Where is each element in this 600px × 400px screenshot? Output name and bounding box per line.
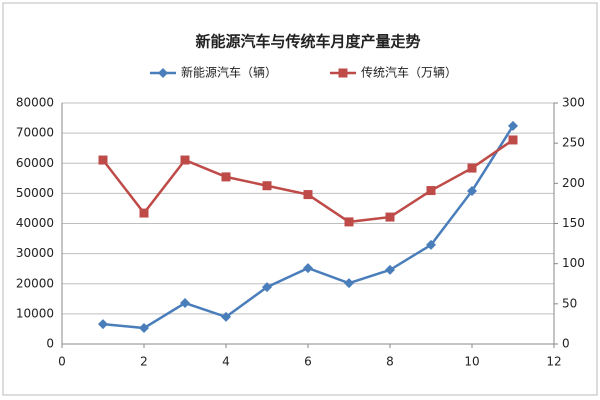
data-point (262, 282, 272, 293)
x-tick-label: 10 (464, 355, 479, 369)
y-tick-label: 20000 (16, 276, 54, 290)
legend-label: 新能源汽车（辆） (181, 65, 277, 80)
y-tick-label: 10000 (16, 306, 54, 320)
y-tick-label: 0 (46, 337, 54, 351)
data-point (344, 217, 354, 227)
data-point (508, 135, 518, 145)
y-tick-label: 80000 (16, 96, 54, 110)
data-point (98, 155, 108, 165)
data-point (426, 186, 436, 196)
data-point (221, 172, 231, 182)
data-point (426, 239, 436, 250)
chart-border (2, 2, 598, 396)
x-tick-label: 4 (222, 355, 230, 369)
data-point (467, 185, 477, 196)
y-tick-label: 40000 (16, 216, 54, 230)
data-point (262, 181, 272, 191)
data-point (180, 155, 190, 165)
legend-marker (158, 68, 168, 78)
legend-label: 传统汽车（万辆） (361, 65, 457, 80)
data-point (467, 163, 477, 173)
data-point (385, 264, 395, 275)
x-tick-label: 8 (386, 355, 394, 369)
y-tick-label: 60000 (16, 156, 54, 170)
data-point (180, 298, 190, 309)
y-tick-label: 30000 (16, 246, 54, 260)
y-tick-label: 70000 (16, 126, 54, 140)
y2-tick-label: 100 (562, 256, 585, 270)
data-point (385, 212, 395, 222)
data-point (221, 311, 231, 322)
y2-tick-label: 0 (562, 337, 570, 351)
data-point (139, 323, 149, 334)
y2-tick-label: 200 (562, 176, 585, 190)
data-point (303, 263, 313, 274)
x-tick-label: 6 (304, 355, 312, 369)
y2-tick-label: 50 (562, 296, 577, 310)
y2-tick-label: 300 (562, 96, 585, 110)
data-point (508, 120, 518, 131)
legend-marker (338, 68, 348, 78)
y2-tick-label: 150 (562, 216, 585, 230)
data-point (98, 319, 108, 330)
data-point (303, 190, 313, 200)
x-tick-label: 0 (58, 355, 66, 369)
x-tick-label: 12 (546, 355, 561, 369)
y2-tick-label: 250 (562, 136, 585, 150)
data-point (139, 208, 149, 218)
chart-title: 新能源汽车与传统车月度产量走势 (195, 33, 420, 51)
x-tick-label: 2 (140, 355, 148, 369)
y-tick-label: 50000 (16, 186, 54, 200)
data-point (344, 278, 354, 289)
